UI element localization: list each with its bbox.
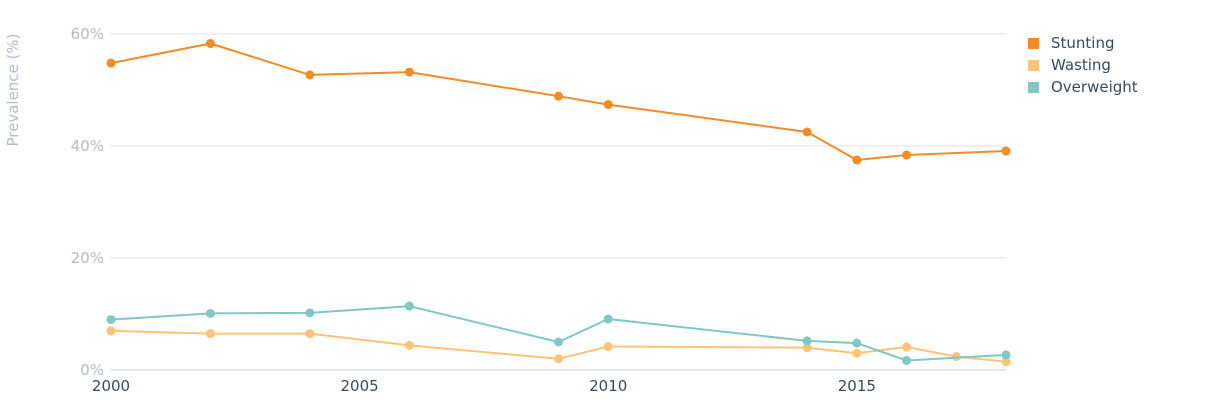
stunting-swatch <box>1028 37 1039 49</box>
stunting-point[interactable] <box>852 155 862 165</box>
x-tick-label: 2005 <box>341 377 379 395</box>
overweight-point[interactable] <box>1001 350 1011 360</box>
series-overweight <box>106 301 1011 365</box>
x-tick-label: 2015 <box>838 377 876 395</box>
y-tick-label: 20% <box>71 249 104 267</box>
stunting-point[interactable] <box>404 67 414 77</box>
wasting-point[interactable] <box>106 326 116 336</box>
legend-item-stunting[interactable]: Stunting <box>1028 32 1138 54</box>
stunting-line <box>110 42 1007 161</box>
wasting-point[interactable] <box>902 342 912 352</box>
legend-item-wasting[interactable]: Wasting <box>1028 54 1138 76</box>
overweight-swatch <box>1028 81 1039 93</box>
legend: Stunting Wasting Overweight <box>1028 32 1138 98</box>
overweight-point[interactable] <box>404 301 414 311</box>
wasting-point[interactable] <box>205 329 215 339</box>
legend-label-overweight: Overweight <box>1051 78 1138 96</box>
overweight-point[interactable] <box>554 337 563 347</box>
wasting-point[interactable] <box>802 343 812 353</box>
overweight-point[interactable] <box>802 336 812 346</box>
legend-item-overweight[interactable]: Overweight <box>1028 76 1138 98</box>
stunting-point[interactable] <box>305 70 315 80</box>
stunting-point[interactable] <box>205 39 215 49</box>
overweight-point[interactable] <box>205 308 215 318</box>
wasting-point[interactable] <box>554 354 563 364</box>
stunting-point[interactable] <box>902 150 912 160</box>
series-wasting <box>106 326 1011 367</box>
x-tick-label: 2000 <box>92 377 130 395</box>
overweight-point[interactable] <box>106 315 116 325</box>
legend-label-stunting: Stunting <box>1051 34 1115 52</box>
series-stunting <box>106 39 1011 165</box>
y-tick-label: 40% <box>71 137 104 155</box>
overweight-point[interactable] <box>902 355 912 365</box>
y-tick-label: 60% <box>71 25 104 43</box>
stunting-point[interactable] <box>1001 146 1011 156</box>
legend-label-wasting: Wasting <box>1051 56 1111 74</box>
wasting-point[interactable] <box>1001 357 1011 367</box>
stunting-point[interactable] <box>603 100 613 110</box>
stunting-point[interactable] <box>802 127 812 137</box>
y-tick-label: 0% <box>80 361 104 379</box>
wasting-point[interactable] <box>852 348 862 358</box>
overweight-point[interactable] <box>852 338 862 348</box>
y-axis-label: Prevalence (%) <box>4 33 22 146</box>
wasting-swatch <box>1028 59 1039 71</box>
wasting-point[interactable] <box>603 341 613 351</box>
wasting-point[interactable] <box>404 340 414 350</box>
overweight-line <box>110 305 1007 362</box>
overweight-point[interactable] <box>305 308 315 318</box>
wasting-point[interactable] <box>305 329 315 339</box>
stunting-point[interactable] <box>106 58 116 68</box>
stunting-point[interactable] <box>554 91 563 101</box>
x-tick-label: 2010 <box>589 377 627 395</box>
overweight-point[interactable] <box>603 314 613 324</box>
